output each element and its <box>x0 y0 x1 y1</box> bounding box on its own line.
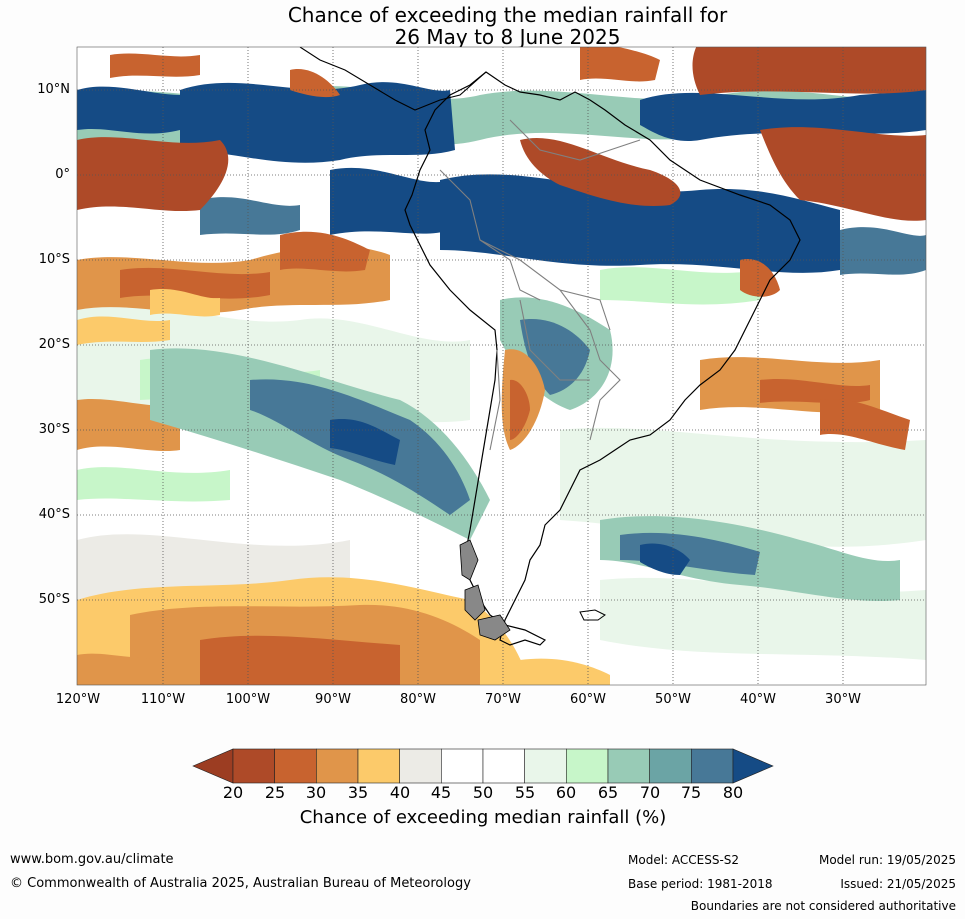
colorbar-tick: 70 <box>639 783 661 802</box>
colorbar-tick: 30 <box>305 783 327 802</box>
chilean-archipelago <box>459 539 511 641</box>
field-dry-pacific <box>77 231 390 452</box>
boundaries-disclaimer: Boundaries are not considered authoritat… <box>690 899 956 913</box>
colorbar-label: Chance of exceeding median rainfall (%) <box>299 807 667 828</box>
colorbar-tick: 60 <box>555 783 577 802</box>
website-link[interactable]: www.bom.gov.au/climate <box>10 852 174 867</box>
lat-label-40s: 40°S <box>38 507 70 522</box>
colorbar-tick: 25 <box>264 783 286 802</box>
field-dry-atlantic <box>700 259 910 450</box>
lon-label-110w: 110°W <box>140 692 186 707</box>
country-borders <box>439 119 641 451</box>
issued-date: Issued: 21/05/2025 <box>840 877 956 891</box>
south-america-coastline <box>404 71 801 646</box>
colorbar-tick: 40 <box>389 783 411 802</box>
lat-label-10n: 10°N <box>37 82 70 97</box>
colorbar-tick: 80 <box>722 783 744 802</box>
lat-label-20s: 20°S <box>38 337 70 352</box>
lon-label-30w: 30°W <box>825 692 861 707</box>
colorbar-tick: 55 <box>514 783 536 802</box>
chart-title: Chance of exceeding the median rainfall … <box>0 4 965 48</box>
map-frame <box>76 46 927 686</box>
central-america-coastline <box>299 47 487 111</box>
colorbar-tick: 20 <box>222 783 244 802</box>
field-wet-atlantic <box>600 516 900 602</box>
title-line-1: Chance of exceeding the median rainfall … <box>287 3 728 27</box>
lon-label-120w: 120°W <box>55 692 101 707</box>
copyright-text: © Commonwealth of Australia 2025, Austra… <box>10 876 471 891</box>
colorbar-tick: 35 <box>347 783 369 802</box>
colorbar-tick: 45 <box>430 783 452 802</box>
lon-label-70w: 70°W <box>485 692 521 707</box>
falkland-islands <box>579 609 606 621</box>
lon-label-40w: 40°W <box>740 692 776 707</box>
model-name: Model: ACCESS-S2 <box>628 853 740 867</box>
lat-label-0: 0° <box>55 167 70 182</box>
lat-label-30s: 30°S <box>38 422 70 437</box>
graticule <box>77 47 926 685</box>
colorbar-tick: 50 <box>472 783 494 802</box>
field-dry-andes <box>501 349 545 450</box>
map-field <box>77 47 926 685</box>
lon-label-90w: 90°W <box>315 692 351 707</box>
base-period: Base period: 1981-2018 <box>628 877 773 891</box>
field-wet-band <box>150 297 613 540</box>
lon-label-60w: 60°W <box>570 692 606 707</box>
colorbar-tick: 75 <box>680 783 702 802</box>
lon-label-100w: 100°W <box>225 692 271 707</box>
lat-label-10s: 10°S <box>38 252 70 267</box>
title-line-2: 26 May to 8 June 2025 <box>394 25 621 49</box>
field-dry-north <box>77 47 926 221</box>
field-wet-north <box>77 82 926 275</box>
field-dry-south <box>77 577 610 685</box>
lat-label-50s: 50°S <box>38 592 70 607</box>
lon-label-80w: 80°W <box>400 692 436 707</box>
model-run: Model run: 19/05/2025 <box>818 853 956 867</box>
colorbar-tick: 65 <box>597 783 619 802</box>
lon-label-50w: 50°W <box>655 692 691 707</box>
